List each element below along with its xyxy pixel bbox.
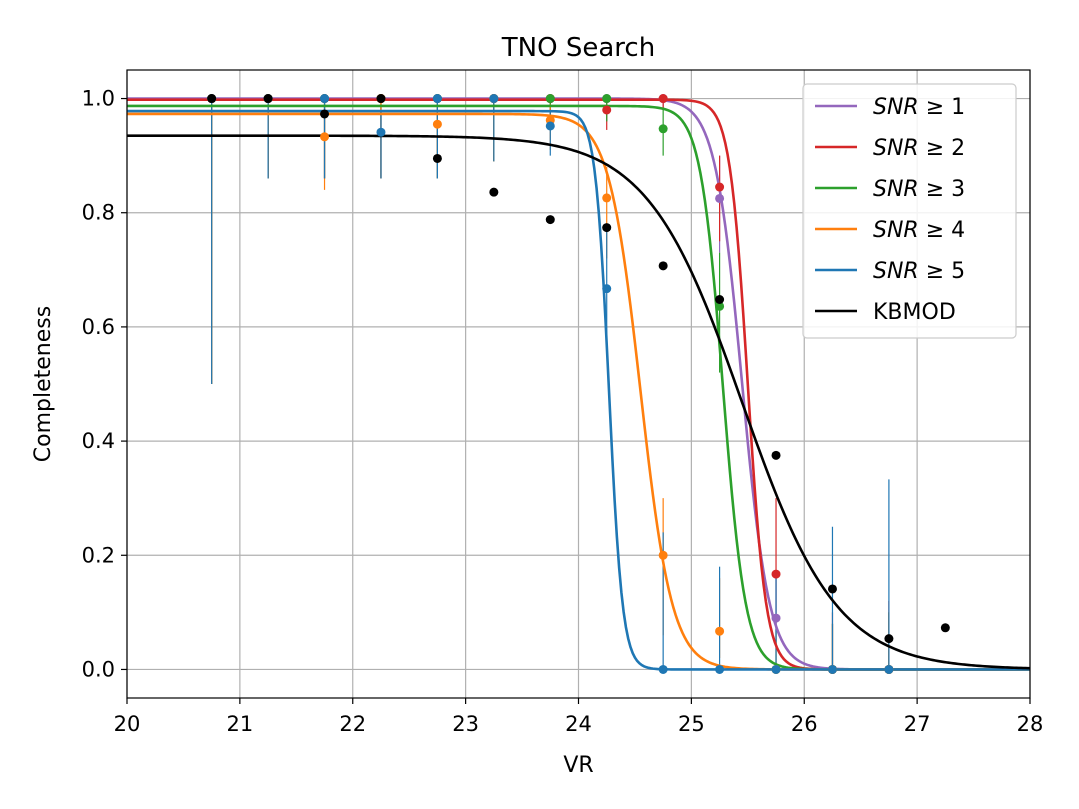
x-tick-label: 27: [904, 712, 931, 736]
data-point-kbmod: [376, 94, 386, 104]
data-point-snr1: [771, 613, 781, 623]
data-point-snr5: [884, 664, 894, 674]
legend-label-italic: SNR: [873, 218, 919, 243]
legend-label-suffix: ≥ 5: [919, 259, 965, 284]
legend-label-suffix: ≥ 2: [919, 136, 965, 161]
data-point-kbmod: [658, 261, 668, 271]
chart-title: TNO Search: [501, 33, 655, 63]
y-tick-label: 0.2: [82, 543, 115, 567]
data-point-snr5: [489, 94, 499, 104]
y-tick-label: 1.0: [82, 87, 115, 111]
data-point-snr5: [827, 664, 837, 674]
legend-label: SNR ≥ 3: [873, 177, 965, 202]
data-point-kbmod: [715, 295, 725, 305]
data-point-kbmod: [771, 450, 781, 460]
data-point-snr3: [658, 124, 668, 134]
data-point-snr5: [432, 94, 442, 104]
data-point-snr3: [715, 301, 725, 311]
data-point-kbmod: [884, 634, 894, 644]
data-point-snr5: [320, 94, 330, 104]
data-point-kbmod: [545, 215, 555, 225]
data-point-snr2: [658, 94, 668, 104]
data-point-kbmod: [320, 109, 330, 119]
y-tick-label: 0.8: [82, 201, 115, 225]
data-point-kbmod: [940, 623, 950, 633]
data-point-snr4: [320, 132, 330, 142]
data-point-kbmod: [827, 584, 837, 594]
legend-label-suffix: ≥ 4: [919, 218, 965, 243]
data-point-snr2: [715, 182, 725, 192]
x-tick-label: 22: [339, 712, 366, 736]
legend-label: SNR ≥ 2: [873, 136, 965, 161]
data-point-kbmod: [432, 153, 442, 163]
data-point-snr3: [545, 94, 555, 104]
data-points: [207, 94, 950, 674]
data-point-kbmod: [602, 223, 612, 233]
legend-label: KBMOD: [873, 300, 956, 325]
x-tick-label: 26: [791, 712, 818, 736]
data-point-snr2: [602, 105, 612, 115]
data-point-snr1: [715, 193, 725, 203]
data-point-snr4: [658, 550, 668, 560]
legend-label-italic: SNR: [873, 177, 919, 202]
x-tick-label: 25: [678, 712, 705, 736]
legend-label: SNR ≥ 4: [873, 218, 965, 243]
legend-label: SNR ≥ 5: [873, 259, 965, 284]
legend-label-italic: SNR: [873, 95, 919, 120]
y-axis-title: Completeness: [31, 306, 56, 462]
legend-label-italic: SNR: [873, 259, 919, 284]
legend-label: SNR ≥ 1: [873, 95, 965, 120]
x-tick-label: 23: [452, 712, 479, 736]
x-tick-label: 21: [227, 712, 254, 736]
data-point-snr3: [602, 94, 612, 104]
x-axis-title: VR: [563, 753, 593, 778]
y-tick-label: 0.4: [82, 429, 115, 453]
y-tick-label: 0.0: [82, 657, 115, 681]
fit-curve-snr5: [127, 109, 1030, 671]
fit-curve-kbmod: [127, 134, 1031, 670]
data-point-kbmod: [263, 94, 273, 104]
data-point-snr4: [715, 626, 725, 636]
data-point-kbmod: [489, 187, 499, 197]
data-point-snr4: [602, 193, 612, 203]
data-point-snr5: [658, 664, 668, 674]
x-tick-label: 20: [114, 712, 141, 736]
data-point-snr4: [432, 119, 442, 129]
data-point-snr5: [715, 664, 725, 674]
x-tick-label: 28: [1017, 712, 1044, 736]
data-point-snr5: [602, 284, 612, 294]
fit-curves: [127, 97, 1031, 671]
legend-label-italic: SNR: [873, 136, 919, 161]
data-point-kbmod: [207, 94, 217, 104]
x-tick-label: 24: [565, 712, 592, 736]
data-point-snr5: [545, 121, 555, 131]
y-tick-label: 0.6: [82, 315, 115, 339]
data-point-snr2: [771, 569, 781, 579]
legend-label-suffix: ≥ 1: [919, 95, 965, 120]
legend-label-suffix: ≥ 3: [919, 177, 965, 202]
ticks: 20 21 22 23 24 25 26 27 28 0.0 0.2 0.4 0.6 0.8 1.0: [82, 87, 1044, 736]
data-point-snr5: [376, 127, 386, 137]
data-point-snr5: [771, 664, 781, 674]
